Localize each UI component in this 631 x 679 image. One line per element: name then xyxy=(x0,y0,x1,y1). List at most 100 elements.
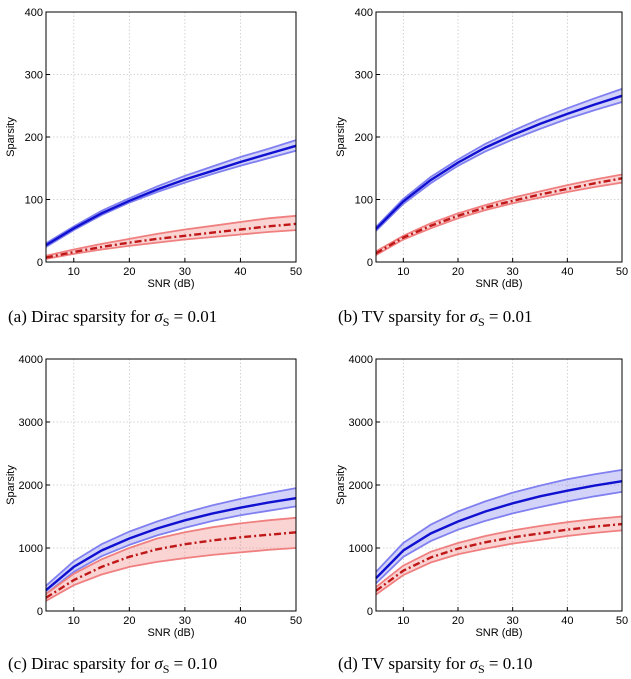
y-tick-label: 0 xyxy=(367,606,373,618)
series-1-band xyxy=(376,469,622,584)
series-2-upper-bound xyxy=(45,516,297,595)
sigma-symbol: σ xyxy=(154,654,163,673)
x-tick-label: 10 xyxy=(68,266,80,278)
series-1-lower-bound xyxy=(45,505,297,595)
panel-caption: (a) Dirac sparsity for σS = 0.01 xyxy=(8,307,217,329)
y-tick-label: 0 xyxy=(367,257,373,269)
x-tick-label: 10 xyxy=(397,266,409,278)
y-tick-label: 200 xyxy=(355,132,373,144)
sigma-subscript: S xyxy=(163,315,170,329)
series-2-band xyxy=(376,516,622,595)
series-2-line xyxy=(375,522,623,592)
series-2-band xyxy=(376,174,622,256)
x-tick-label: 40 xyxy=(561,266,573,278)
panel-caption: (d) TV sparsity for σS = 0.10 xyxy=(338,654,533,676)
x-tick-label: 20 xyxy=(123,615,135,627)
x-tick-label: 30 xyxy=(179,266,191,278)
x-tick-label: 30 xyxy=(507,615,519,627)
x-tick-label: 20 xyxy=(452,266,464,278)
x-tick-label: 10 xyxy=(397,615,409,627)
y-axis-label: Sparsity xyxy=(5,117,17,157)
caption-text: (c) Dirac sparsity for xyxy=(8,654,154,673)
x-tick-label: 50 xyxy=(616,266,628,278)
series-1-upper-bound xyxy=(375,469,623,573)
series-1-upper-bound xyxy=(45,487,297,587)
caption-value: = 0.01 xyxy=(485,307,533,326)
panel-caption: (c) Dirac sparsity for σS = 0.10 xyxy=(8,654,217,676)
series-2-lower-bound xyxy=(45,547,297,602)
x-axis-label: SNR (dB) xyxy=(147,278,194,290)
caption-value: = 0.01 xyxy=(169,307,217,326)
series-2-upper-bound xyxy=(45,214,297,257)
series-2-lower-bound xyxy=(375,181,623,256)
y-tick-label: 300 xyxy=(25,70,43,82)
series-1-line xyxy=(375,480,623,580)
x-tick-label: 20 xyxy=(452,615,464,627)
series-2-line xyxy=(375,177,623,255)
caption-text: (d) TV sparsity for xyxy=(338,654,470,673)
sigma-symbol: σ xyxy=(154,307,163,326)
series-2-upper-bound xyxy=(375,173,623,253)
chart-panel-4: 10 20 30 40 50 0 1000 2000 3000 4000 SNR (dB) Spars… xyxy=(335,354,628,676)
y-tick-label: 0 xyxy=(37,606,43,618)
series-2-lower-bound xyxy=(375,529,623,596)
y-tick-label: 3000 xyxy=(19,417,43,429)
y-axis-label: Sparsity xyxy=(5,465,17,505)
y-tick-label: 200 xyxy=(25,132,43,144)
x-tick-label: 20 xyxy=(123,266,135,278)
x-tick-label: 40 xyxy=(234,266,246,278)
caption-text: (a) Dirac sparsity for xyxy=(8,307,154,326)
sigma-subscript: S xyxy=(478,315,485,329)
series-1-line xyxy=(45,144,297,247)
y-tick-label: 1000 xyxy=(349,543,373,555)
chart-panel-2: 10 20 30 40 50 0 100 200 300 400 SNR (dB) Sparsity (… xyxy=(335,7,628,329)
series-1-band xyxy=(46,488,296,594)
series-2-line xyxy=(45,222,297,259)
chart-panel-1: 10 20 30 40 50 0 100 200 300 400 SNR (dB) Sparsity (… xyxy=(5,7,302,329)
y-tick-label: 400 xyxy=(355,7,373,19)
y-tick-label: 100 xyxy=(355,195,373,207)
sigma-subscript: S xyxy=(163,662,170,676)
series-2-lower-bound xyxy=(45,229,297,260)
series-2-line xyxy=(45,531,297,599)
x-tick-label: 10 xyxy=(68,615,80,627)
series-1-line xyxy=(375,94,623,230)
series-1-lower-bound xyxy=(375,491,623,584)
y-axis-label: Sparsity xyxy=(335,465,347,505)
x-axis-label: SNR (dB) xyxy=(147,627,194,639)
sigma-symbol: σ xyxy=(470,307,479,326)
x-tick-label: 30 xyxy=(179,615,191,627)
series-1-band xyxy=(376,88,622,231)
sigma-subscript: S xyxy=(478,662,485,676)
series-1-lower-bound xyxy=(45,149,297,248)
caption-value: = 0.10 xyxy=(485,654,533,673)
series-1-lower-bound xyxy=(375,101,623,232)
series-2-upper-bound xyxy=(375,515,623,588)
x-tick-label: 40 xyxy=(561,615,573,627)
y-tick-label: 0 xyxy=(37,257,43,269)
x-tick-label: 40 xyxy=(234,615,246,627)
panel-caption: (b) TV sparsity for σS = 0.01 xyxy=(338,307,533,329)
sigma-symbol: σ xyxy=(470,654,479,673)
y-tick-label: 2000 xyxy=(349,480,373,492)
x-axis-label: SNR (dB) xyxy=(475,278,522,290)
y-tick-label: 100 xyxy=(25,195,43,207)
y-tick-label: 4000 xyxy=(19,354,43,366)
series-1-line xyxy=(45,497,297,592)
y-tick-label: 3000 xyxy=(349,417,373,429)
y-tick-label: 1000 xyxy=(19,543,43,555)
chart-panel-3: 10 20 30 40 50 0 1000 2000 3000 4000 SNR (dB) Spars… xyxy=(5,354,302,676)
series-1-upper-bound xyxy=(375,88,623,228)
x-tick-label: 50 xyxy=(290,615,302,627)
series-1-upper-bound xyxy=(45,139,297,245)
y-tick-label: 4000 xyxy=(349,354,373,366)
x-tick-label: 30 xyxy=(507,266,519,278)
y-tick-label: 300 xyxy=(355,70,373,82)
x-tick-label: 50 xyxy=(616,615,628,627)
caption-text: (b) TV sparsity for xyxy=(338,307,470,326)
series-1-band xyxy=(46,140,296,247)
x-tick-label: 50 xyxy=(290,266,302,278)
y-axis-label: Sparsity xyxy=(335,117,347,157)
y-tick-label: 400 xyxy=(25,7,43,19)
